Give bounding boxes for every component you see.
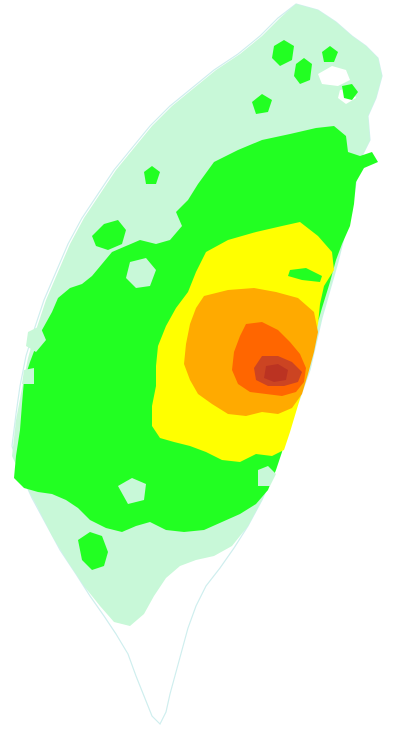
level-2-coastal-notch <box>258 466 276 486</box>
intensity-level-2-spot <box>272 40 294 66</box>
level-1-hole <box>318 66 350 86</box>
level-1-inlet <box>126 258 156 288</box>
intensity-level-7-area <box>264 364 288 382</box>
intensity-level-2-spot <box>78 532 108 570</box>
intensity-level-2-spot <box>294 58 312 84</box>
level-3-coastal-notch <box>288 268 322 282</box>
intensity-level-2-spot <box>92 220 126 250</box>
level-1-inlet <box>22 368 34 384</box>
intensity-level-2-spot <box>144 166 160 184</box>
intensity-level-2-spot <box>252 94 272 114</box>
intensity-level-2-spot <box>342 84 358 100</box>
level-1-inlet <box>26 326 46 352</box>
level-1-inlet <box>118 478 146 504</box>
intensity-level-2-spot <box>322 46 338 62</box>
